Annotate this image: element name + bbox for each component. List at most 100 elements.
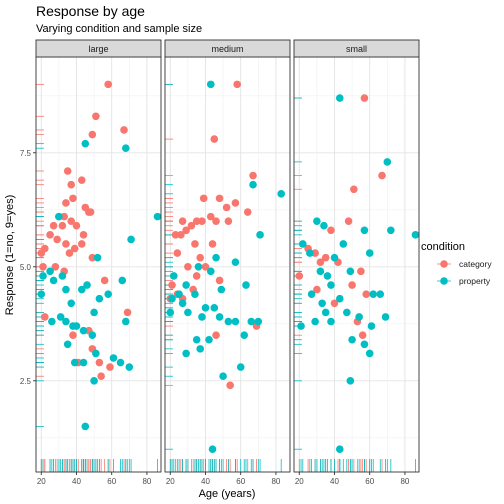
point-category — [378, 171, 386, 180]
point-category — [313, 285, 321, 294]
point-category — [191, 240, 199, 248]
point-property — [335, 94, 344, 102]
point-category — [41, 313, 49, 321]
point-category — [49, 221, 58, 230]
point-property — [383, 158, 392, 166]
point-category — [120, 126, 128, 134]
point-property — [83, 281, 91, 289]
point-category — [106, 363, 114, 371]
point-category — [192, 272, 201, 280]
point-property — [346, 376, 355, 385]
point-property — [184, 308, 192, 317]
panel-large: large — [35, 39, 162, 473]
legend: condition category property — [421, 241, 492, 286]
point-property — [116, 358, 125, 367]
point-category — [177, 231, 185, 239]
point-category — [171, 231, 180, 239]
point-property — [346, 267, 355, 276]
point-category — [62, 199, 70, 207]
point-property — [192, 335, 201, 344]
point-category — [350, 185, 358, 194]
point-property — [327, 317, 335, 326]
point-category — [86, 208, 95, 216]
point-category — [95, 358, 104, 367]
point-property — [335, 294, 344, 303]
legend-title: condition — [421, 241, 465, 253]
point-property — [231, 258, 240, 267]
point-property — [376, 290, 385, 298]
point-category — [231, 199, 240, 207]
point-category — [222, 203, 231, 212]
point-category — [215, 276, 224, 285]
point-property — [48, 317, 56, 326]
point-category — [192, 217, 201, 225]
x-tick-label: 20 — [166, 477, 175, 486]
x-axis-label: Age (years) — [199, 488, 256, 500]
point-property — [311, 317, 319, 326]
point-property — [205, 335, 213, 344]
x-tick-label: 20 — [37, 477, 46, 486]
y-axis: 2.5 5.0 7.5 — [20, 149, 36, 386]
point-category — [357, 267, 365, 276]
point-property — [58, 272, 67, 280]
point-property — [335, 445, 344, 453]
point-category — [46, 231, 54, 239]
point-property — [88, 331, 97, 339]
point-property — [93, 253, 102, 262]
point-property — [212, 253, 220, 262]
point-property — [210, 304, 219, 312]
point-property — [343, 308, 351, 317]
point-property — [92, 349, 100, 358]
panel-medium: medium — [164, 39, 291, 473]
point-category — [37, 249, 46, 257]
point-property — [348, 335, 356, 344]
point-property — [81, 422, 90, 431]
point-property — [208, 445, 217, 453]
point-category — [208, 240, 217, 248]
point-property — [79, 326, 88, 335]
point-category — [348, 281, 356, 289]
point-property — [90, 308, 98, 317]
point-category — [215, 194, 224, 203]
x-tick-label: 20 — [295, 477, 304, 486]
point-category — [316, 258, 325, 267]
point-category — [69, 194, 77, 203]
point-category — [198, 217, 206, 225]
point-property — [109, 354, 118, 362]
point-category — [63, 167, 72, 175]
point-category — [173, 249, 182, 257]
point-property — [166, 308, 175, 317]
point-property — [170, 272, 178, 280]
point-property — [63, 340, 72, 349]
point-category — [187, 221, 196, 230]
point-category — [224, 217, 233, 225]
point-category — [67, 217, 76, 225]
point-property — [247, 317, 256, 326]
point-property — [369, 290, 378, 298]
point-category — [178, 217, 187, 225]
point-category — [62, 240, 70, 248]
point-category — [233, 80, 241, 89]
point-property — [178, 299, 187, 308]
point-category — [327, 226, 335, 235]
point-property — [127, 235, 135, 244]
point-property — [256, 231, 264, 239]
point-property — [175, 290, 183, 298]
point-property — [90, 376, 98, 385]
x-axis: 20 40 60 80 20 40 60 80 20 40 60 80 — [37, 472, 410, 486]
point-property — [224, 317, 233, 326]
point-property — [95, 294, 104, 303]
point-category — [79, 231, 88, 239]
point-category — [92, 112, 100, 121]
panels: large medium small — [35, 39, 420, 473]
y-axis-label: Response (1=no, 9=yes) — [4, 195, 16, 315]
point-category — [88, 130, 97, 139]
legend-label-category: category — [459, 259, 492, 269]
x-tick-label: 80 — [142, 477, 151, 486]
point-category — [212, 217, 220, 225]
x-tick-label: 60 — [236, 477, 245, 486]
point-category — [249, 171, 257, 180]
point-category — [51, 262, 60, 271]
y-tick-label: 7.5 — [20, 149, 32, 158]
